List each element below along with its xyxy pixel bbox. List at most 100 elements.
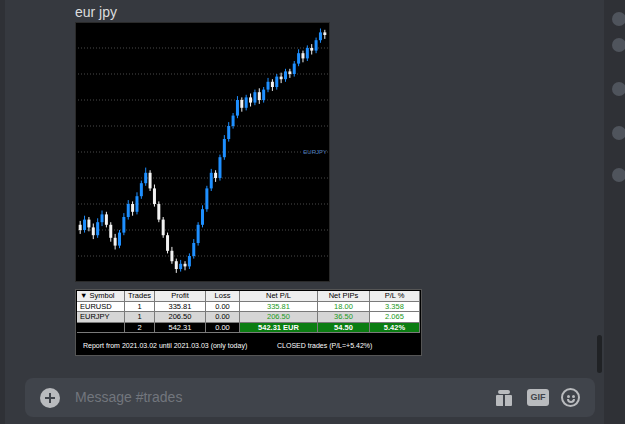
candle-wick bbox=[320, 29, 321, 43]
candle-wick bbox=[167, 233, 168, 254]
message-input[interactable]: Message #tradesGIF bbox=[25, 378, 595, 417]
grid-line bbox=[75, 74, 330, 75]
chart-background bbox=[75, 22, 330, 282]
candle-body bbox=[262, 90, 265, 100]
candle-wick bbox=[324, 30, 325, 39]
candle-wick bbox=[176, 259, 177, 273]
grid-line bbox=[75, 48, 330, 49]
candle-wick bbox=[276, 74, 277, 90]
candle-body bbox=[205, 188, 208, 209]
candle-wick bbox=[141, 181, 142, 199]
candles bbox=[79, 29, 327, 273]
table-cell: 206.50 bbox=[240, 312, 318, 323]
plus-v bbox=[49, 393, 51, 403]
candle-body bbox=[166, 235, 169, 251]
candle-wick bbox=[202, 205, 203, 227]
member-avatar bbox=[612, 126, 625, 140]
table-cell: 54.50 bbox=[318, 323, 370, 334]
gif-button[interactable]: GIF bbox=[527, 389, 549, 406]
candle-body bbox=[157, 204, 160, 220]
closed-summary: CLOSED trades (P/L=+5.42%) bbox=[277, 341, 372, 351]
candle-body bbox=[79, 225, 82, 230]
candle-body bbox=[83, 220, 86, 230]
emoji-button[interactable] bbox=[561, 388, 580, 407]
candle-body bbox=[179, 264, 182, 269]
table-cell: EURUSD bbox=[77, 302, 125, 313]
grid-line bbox=[75, 152, 330, 153]
candle-body bbox=[306, 48, 309, 58]
candle-wick bbox=[80, 221, 81, 234]
table-cell: 3.358 bbox=[370, 302, 420, 313]
table-cell: 2.065 bbox=[370, 312, 420, 323]
candle-wick bbox=[115, 234, 116, 250]
candle-wick bbox=[215, 170, 216, 182]
candle-body bbox=[201, 209, 204, 225]
grid-line bbox=[75, 178, 330, 179]
candle-wick bbox=[189, 253, 190, 269]
candle-body bbox=[214, 173, 217, 178]
candle-wick bbox=[88, 217, 89, 231]
candle-body bbox=[323, 32, 326, 35]
symbol-label: EURJPY bbox=[303, 149, 327, 155]
candle-body bbox=[109, 225, 112, 238]
candle-body bbox=[310, 48, 313, 51]
candle-body bbox=[140, 183, 143, 196]
candle-wick bbox=[307, 45, 308, 61]
table-cell: 335.81 bbox=[240, 302, 318, 313]
candle-wick bbox=[193, 239, 194, 259]
candle-body bbox=[319, 32, 322, 40]
candle-wick bbox=[246, 95, 247, 111]
candle-wick bbox=[219, 155, 220, 181]
table-cell: 0.00 bbox=[206, 323, 240, 334]
gift-button[interactable] bbox=[495, 389, 513, 406]
candle-body bbox=[96, 222, 99, 235]
grid-line bbox=[75, 230, 330, 231]
candle-wick bbox=[302, 51, 303, 63]
candle-wick bbox=[150, 170, 151, 191]
candle-body bbox=[131, 204, 134, 212]
candle-body bbox=[301, 53, 304, 58]
candle-body bbox=[223, 139, 226, 157]
candle-wick bbox=[311, 44, 312, 54]
candle-body bbox=[170, 251, 173, 261]
candle-wick bbox=[163, 217, 164, 238]
candle-wick bbox=[198, 222, 199, 245]
candle-wick bbox=[97, 218, 98, 238]
member-avatar bbox=[612, 82, 625, 96]
candle-wick bbox=[132, 201, 133, 215]
candle-wick bbox=[93, 224, 94, 240]
candle-wick bbox=[84, 216, 85, 233]
candle-wick bbox=[158, 201, 159, 222]
gift-bow bbox=[498, 390, 510, 394]
candle-body bbox=[122, 217, 125, 233]
column-header: Loss bbox=[206, 291, 240, 302]
candle-wick bbox=[180, 260, 181, 272]
scrollbar bbox=[597, 335, 602, 373]
member-avatar bbox=[612, 12, 625, 26]
candle-body bbox=[135, 196, 138, 212]
candle-wick bbox=[110, 222, 111, 242]
candle-wick bbox=[259, 88, 260, 104]
candle-body bbox=[105, 214, 108, 224]
candle-body bbox=[149, 173, 152, 189]
candle-body bbox=[288, 71, 291, 74]
right-rail bbox=[604, 0, 625, 424]
candle-wick bbox=[145, 168, 146, 186]
candle-wick bbox=[298, 49, 299, 66]
candle-wick bbox=[250, 94, 251, 107]
column-header: Net P/L bbox=[240, 291, 318, 302]
table-cell: 1 bbox=[125, 302, 155, 313]
trade-report: ▼ SymbolTradesProfitLossNet P/LNet PIPsP… bbox=[75, 289, 422, 356]
table-cell: EURJPY bbox=[77, 312, 125, 323]
column-header: Net PIPs bbox=[318, 291, 370, 302]
candle-body bbox=[197, 225, 200, 243]
candle-wick bbox=[228, 122, 229, 142]
candle-wick bbox=[289, 69, 290, 78]
candle-body bbox=[114, 238, 117, 246]
attach-button[interactable] bbox=[40, 388, 60, 408]
candle-wick bbox=[185, 261, 186, 270]
discord-window: eur jpyEURJPY▼ SymbolTradesProfitLossNet… bbox=[0, 0, 625, 424]
candle-wick bbox=[294, 61, 295, 77]
table-cell: 542.31 EUR bbox=[240, 323, 318, 334]
column-header: Profit bbox=[155, 291, 206, 302]
